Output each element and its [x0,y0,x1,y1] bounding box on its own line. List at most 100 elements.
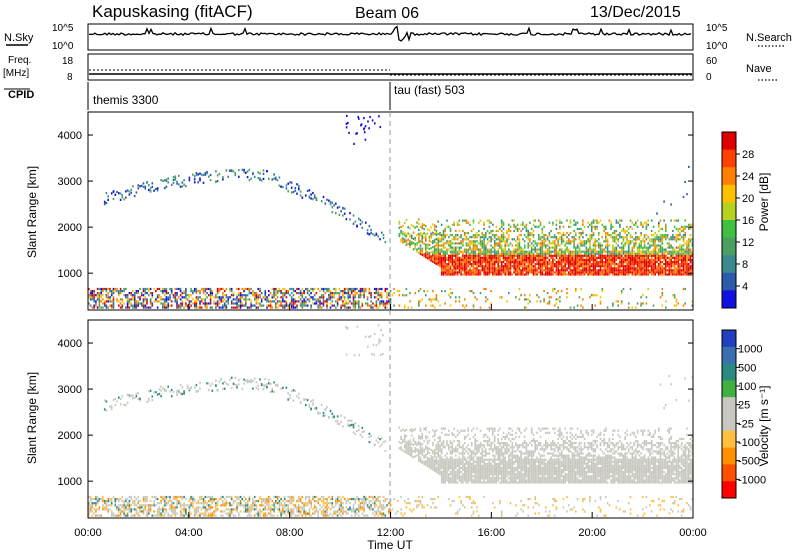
heatmap-cell [497,242,499,245]
heatmap-cell [543,290,545,293]
heatmap-cell [497,256,499,259]
heatmap-cell [139,185,141,188]
heatmap-cell [416,233,418,237]
heatmap-cell [525,223,528,226]
heatmap-cell [110,192,113,195]
heatmap-cell [546,250,549,253]
heatmap-cell [467,250,469,253]
heatmap-cell [631,254,634,257]
heatmap-cell [93,498,95,501]
heatmap-cell [442,244,445,247]
heatmap-cell [635,223,637,226]
heatmap-cell [467,261,469,264]
heatmap-cell [102,508,104,511]
heatmap-cell [253,502,256,505]
heatmap-cell [202,287,205,291]
heatmap-cell [560,265,563,268]
heatmap-cell [495,271,498,274]
heatmap-cell [347,287,349,291]
heatmap-cell [308,189,311,192]
heatmap-cell [688,165,690,168]
heatmap-cell [202,502,205,505]
heatmap-cell [688,238,690,241]
freq-tick-bottom: 8 [67,72,73,83]
heatmap-cell [432,231,434,234]
heatmap-cell [419,287,422,291]
heatmap-cell [550,267,552,270]
heatmap-cell [167,296,169,299]
heatmap-cell [186,294,189,297]
heatmap-cell [209,500,212,503]
heatmap-cell [190,495,192,499]
heatmap-cell [686,193,688,196]
heatmap-cell [273,292,275,295]
heatmap-cell [469,252,471,255]
heatmap-cell [230,498,233,501]
heatmap-cell [423,228,425,231]
heatmap-cell [162,387,164,390]
heatmap-cell [659,254,662,257]
heatmap-cell [650,250,653,253]
heatmap-cell [336,298,339,301]
heatmap-cell [649,254,651,257]
heatmap-cell [287,304,289,307]
heatmap-cell [110,306,113,309]
heatmap-cell [483,269,485,272]
heatmap-cell [449,252,452,255]
heatmap-cell [573,256,575,259]
heatmap-cell [626,258,628,262]
heatmap-cell [612,244,614,247]
heatmap-cell [555,273,558,276]
heatmap-cell [635,221,637,224]
heatmap-cell [280,387,282,390]
heatmap-cell [370,292,372,295]
heatmap-cell [661,265,664,268]
heatmap-cell [257,176,259,180]
heatmap-cell [183,306,185,309]
heatmap-cell [156,498,159,501]
heatmap-cell [433,226,436,229]
heatmap-cell [470,250,473,253]
heatmap-cell [596,250,598,253]
heatmap-cell [559,269,561,272]
heatmap-cell [119,403,122,406]
heatmap-cell [245,287,247,291]
heatmap-cell [628,269,630,272]
heatmap-cell [137,391,139,395]
heatmap-cell [492,265,494,268]
heatmap-cell [433,253,436,256]
heatmap-cell [539,248,542,251]
heatmap-cell [673,261,676,264]
heatmap-cell [365,290,367,293]
heatmap-cell [356,292,358,295]
heatmap-cell [433,232,436,235]
heatmap-cell [246,176,249,179]
heatmap-cell [463,265,466,268]
heatmap-cell [467,252,469,255]
heatmap-cell [446,273,448,276]
heatmap-cell [448,271,450,274]
heatmap-cell [488,267,491,270]
heatmap-cell [121,290,124,293]
heatmap-cell [679,273,681,276]
heatmap-cell [169,500,171,503]
heatmap-cell [331,206,334,209]
heatmap-cell [269,498,272,501]
heatmap-cell [557,250,559,253]
heatmap-cell [680,252,683,255]
heatmap-cell [543,261,545,264]
heatmap-cell [121,395,124,398]
heatmap-cell [606,238,609,241]
heatmap-cell [486,258,489,262]
heatmap-cell [91,504,94,507]
heatmap-cell [255,296,258,299]
heatmap-cell [149,508,152,511]
heatmap-cell [103,500,106,503]
heatmap-cell [603,248,605,251]
heatmap-cell [347,306,349,309]
heatmap-cell [661,236,664,239]
heatmap-cell [298,186,300,189]
heatmap-cell [617,234,619,237]
heatmap-cell [665,265,667,268]
heatmap-cell [230,386,233,390]
